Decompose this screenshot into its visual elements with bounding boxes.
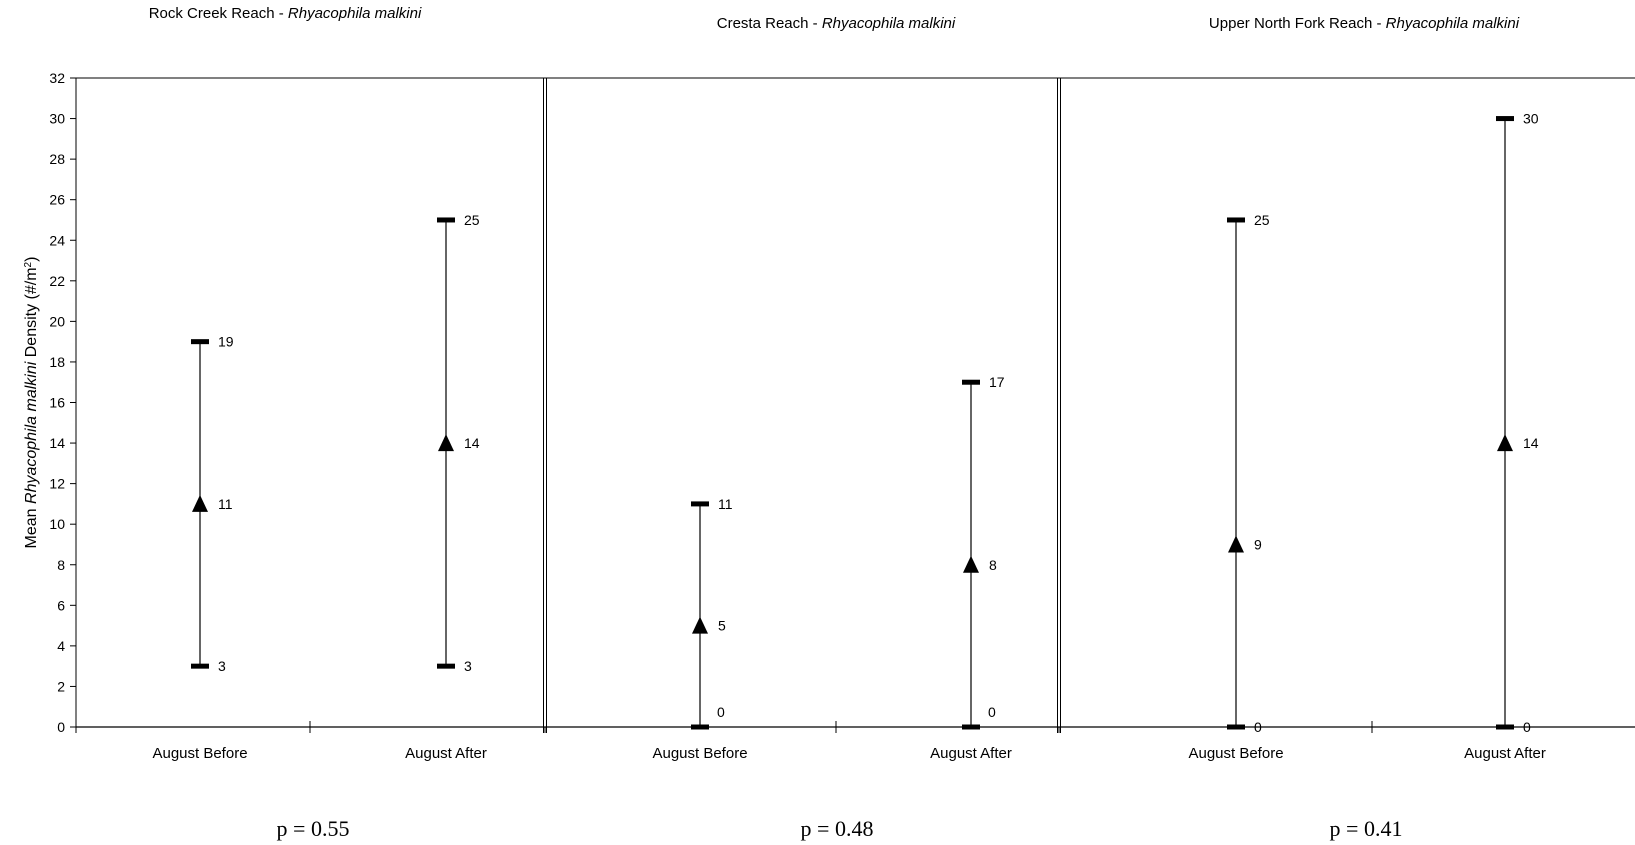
x-category-label: August Before [152,745,247,762]
low-cap-marker [191,663,209,669]
mean-data-label: 11 [218,496,233,512]
mean-triangle-marker [192,494,208,512]
p-value-label: p = 0.41 [1330,816,1403,841]
y-tick-label: 12 [49,476,65,492]
mean-data-label: 8 [989,557,997,573]
y-tick-label: 8 [57,557,65,573]
mean-triangle-marker [1497,434,1513,452]
y-tick-label: 18 [49,354,65,370]
low-cap-marker [437,663,455,669]
high-data-label: 30 [1523,111,1539,127]
low-data-label: 0 [717,704,725,720]
mean-triangle-marker [438,434,454,452]
p-value-label: p = 0.48 [801,816,874,841]
y-tick-label: 0 [57,719,65,735]
y-axis-label: Mean Rhyacophila malkini Density (#/m2) [23,257,41,549]
mean-data-label: 9 [1254,536,1262,552]
low-cap-marker [962,724,980,730]
x-category-label: August After [405,745,487,762]
p-value-label: p = 0.55 [277,816,350,841]
y-tick-label: 30 [49,111,65,127]
high-cap-marker [1227,217,1245,223]
low-cap-marker [1227,724,1245,730]
y-tick-label: 16 [49,395,65,411]
high-data-label: 25 [464,212,480,228]
low-cap-marker [691,724,709,730]
high-cap-marker [962,379,980,385]
panel-title: Rock Creek Reach - Rhyacophila malkini [149,5,422,22]
mean-data-label: 14 [464,435,480,451]
low-data-label: 0 [1254,719,1262,735]
panel-title-species: Rhyacophila malkini [288,5,422,22]
y-axis-label-part: ) [23,257,40,262]
high-cap-marker [691,501,709,507]
panel-title-text: Upper North Fork Reach - [1209,15,1386,32]
high-cap-marker [1496,116,1514,122]
y-tick-label: 22 [49,273,65,289]
low-data-label: 3 [464,658,472,674]
y-tick-label: 6 [57,597,65,613]
y-tick-label: 32 [49,70,65,86]
y-tick-label: 2 [57,678,65,694]
high-data-label: 25 [1254,212,1270,228]
y-tick-label: 28 [49,151,65,167]
high-cap-marker [191,339,209,345]
low-data-label: 3 [218,658,226,674]
low-data-label: 0 [988,704,996,720]
y-tick-label: 4 [57,638,65,654]
mean-triangle-marker [1228,535,1244,553]
y-tick-label: 20 [49,313,65,329]
high-cap-marker [437,217,455,223]
y-axis-label-superscript: 2 [23,261,34,267]
y-tick-label: 24 [49,232,65,248]
panel-title-species: Rhyacophila malkini [1386,15,1520,32]
mean-triangle-marker [692,616,708,634]
x-category-label: August Before [1188,745,1283,762]
low-data-label: 0 [1523,719,1531,735]
panel-title-species: Rhyacophila malkini [822,15,956,32]
panel-title: Cresta Reach - Rhyacophila malkini [717,15,956,32]
high-data-label: 19 [218,334,234,350]
panel-title-text: Rock Creek Reach - [149,5,288,22]
panel-title: Upper North Fork Reach - Rhyacophila mal… [1209,15,1520,32]
mean-data-label: 5 [718,618,726,634]
mean-triangle-marker [963,555,979,573]
y-axis-label-part: Density (#/m [23,267,40,361]
y-axis-label-part: Mean [23,504,40,548]
y-tick-label: 14 [49,435,65,451]
mean-data-label: 14 [1523,435,1539,451]
x-category-label: August Before [652,745,747,762]
x-category-label: August After [1464,745,1546,762]
panel-title-text: Cresta Reach - [717,15,822,32]
y-axis-label-species: Rhyacophila malkini [23,361,40,504]
high-data-label: 11 [718,496,733,512]
y-tick-label: 10 [49,516,65,532]
low-cap-marker [1496,724,1514,730]
y-tick-label: 26 [49,192,65,208]
high-data-label: 17 [989,374,1005,390]
x-category-label: August After [930,745,1012,762]
